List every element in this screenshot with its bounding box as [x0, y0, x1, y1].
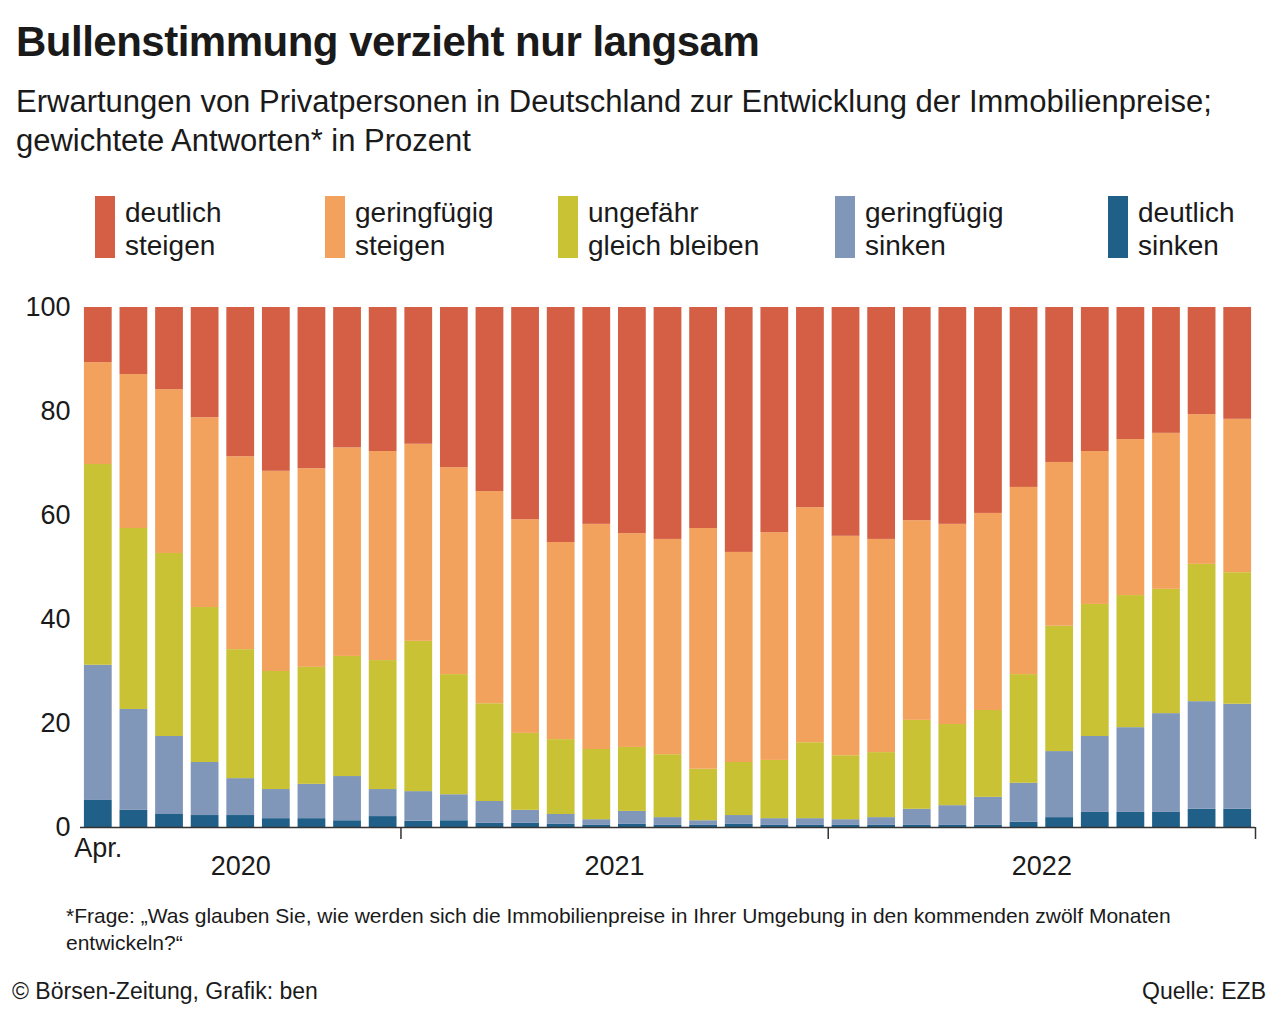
svg-text:2022: 2022	[1012, 851, 1072, 880]
html-text:Quelle: EZB: Quelle: EZB	[1142, 978, 1266, 1004]
html-text:© Börsen-Zeitung, Grafik: ben: © Börsen-Zeitung, Grafik: ben	[12, 978, 318, 1004]
html-text:sinken: sinken	[1138, 230, 1219, 261]
html-text:ungefähr: ungefähr	[588, 197, 699, 228]
html-text:geringfügig: geringfügig	[865, 197, 1004, 228]
html-text:Erwartungen von Privatpersonen: Erwartungen von Privatpersonen in Deutsc…	[16, 84, 1212, 158]
html-text:steigen: steigen	[355, 230, 446, 261]
html-text:deutlich: deutlich	[1138, 197, 1235, 228]
html-text:gleich bleiben: gleich bleiben	[588, 230, 760, 261]
html-text:sinken: sinken	[865, 230, 946, 261]
svg-text:100: 100	[25, 292, 70, 322]
html-text:deutlich: deutlich	[125, 197, 222, 228]
svg-text:0: 0	[55, 812, 70, 842]
svg-text:Apr.: Apr.	[74, 833, 122, 863]
svg-text:20: 20	[40, 708, 70, 738]
html-text:steigen: steigen	[125, 230, 216, 261]
html-text:geringfügig: geringfügig	[355, 197, 494, 228]
svg-text:60: 60	[40, 500, 70, 530]
svg-text:40: 40	[40, 604, 70, 634]
svg-text:2020: 2020	[211, 851, 271, 880]
html-text:Bullenstimmung verzieht nur la: Bullenstimmung verzieht nur langsam	[16, 18, 760, 65]
html-text:*Frage: „Was glauben Sie, wie: *Frage: „Was glauben Sie, wie werden sic…	[66, 904, 1171, 954]
svg-text:2021: 2021	[585, 851, 645, 880]
svg-text:80: 80	[40, 396, 70, 426]
